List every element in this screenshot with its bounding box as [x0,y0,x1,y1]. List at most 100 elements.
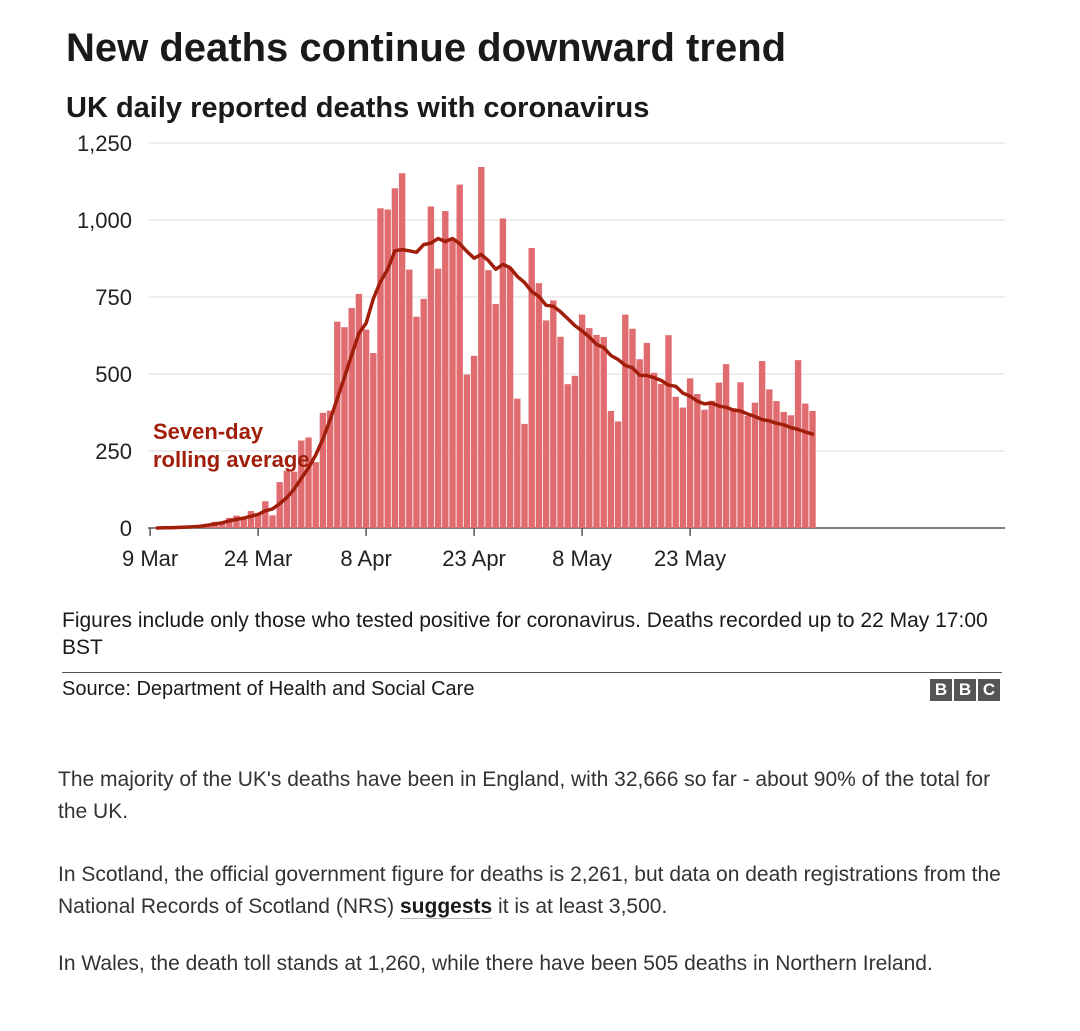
bar [341,327,348,528]
bbc-logo-letter: C [978,679,1000,701]
bar [679,407,687,528]
bar [535,283,543,528]
bar [362,329,370,528]
bar [794,360,802,528]
bar [226,517,233,528]
y-tick-label: 750 [95,285,132,310]
bar [269,515,276,528]
rolling-average-annotation: rolling average [153,447,310,472]
bar [290,471,298,528]
bar [542,320,550,528]
bar [809,410,816,528]
bar [607,410,615,528]
bar [420,298,427,528]
bar [550,300,557,528]
bar [672,396,679,528]
chart-subtitle: UK daily reported deaths with coronaviru… [66,92,650,124]
bar [312,462,319,528]
chart-title: New deaths continue downward trend [66,26,787,70]
bar [650,372,658,528]
bar [564,384,571,528]
rolling-average-annotation: Seven-day [153,419,264,444]
bar [787,415,795,528]
bar [715,382,723,528]
x-tick-label: 24 Mar [224,546,292,571]
bar [413,316,420,528]
bar [636,359,643,528]
bar [334,321,341,528]
bar [456,184,463,528]
deaths-chart: 0 250 500 750 1,000 1,250 9 Mar 24 Mar 8 Apr 23 A… [77,131,1005,571]
rolling-average-line [155,236,815,530]
bar [730,408,737,528]
bar [686,378,694,528]
bar [449,240,456,528]
bar [737,382,744,528]
bar [398,173,406,528]
chart-footnote: Figures include only those who tested po… [62,609,988,659]
bar [326,410,334,528]
bar [434,268,442,528]
article-paragraph-england: The majority of the UK's deaths have bee… [58,768,991,823]
bar [470,355,478,528]
bbc-logo-letter: B [954,679,976,701]
bar [694,394,701,528]
paragraph-text: In Scotland, the official government fig… [58,863,1001,918]
bar [506,268,514,528]
bbc-logo: B B C [930,679,1000,701]
bar [514,398,521,528]
bar [319,412,327,528]
bar [571,375,579,528]
bar [758,361,766,528]
bar [427,206,435,528]
y-tick-label: 500 [95,362,132,387]
bar [600,337,607,528]
bar [744,415,751,528]
x-tick-label: 23 Apr [442,546,506,571]
bar [478,167,485,529]
bar [442,211,449,528]
bar [305,437,312,528]
bar [593,334,600,528]
bar [348,308,355,528]
bar [521,423,528,528]
article-paragraph-scotland: In Scotland, the official government fig… [58,859,1018,923]
bar [773,401,780,528]
x-tick-label: 9 Mar [122,546,178,571]
bar [622,314,629,528]
bar [240,517,247,528]
y-tick-label: 1,250 [77,131,132,156]
x-tick-label: 8 Apr [340,546,391,571]
bar [586,328,593,528]
bar [578,314,586,528]
bar [614,421,622,528]
bar [247,511,255,528]
bar [665,335,672,528]
bar [406,269,413,528]
bar [766,389,773,528]
bar [751,402,759,528]
bar [218,523,226,528]
suggests-link[interactable]: suggests [399,895,493,919]
y-tick-label: 0 [120,516,132,541]
bar [629,328,636,528]
bar [384,209,391,528]
bar [463,374,471,528]
y-tick-label: 1,000 [77,208,132,233]
bar [298,440,305,528]
bar [233,515,240,528]
bar [658,383,665,528]
bar [499,218,507,528]
bar [708,400,715,528]
bar [370,353,377,528]
x-tick-label: 8 May [552,546,612,571]
bar [780,411,787,528]
paragraph-text: it is at least 3,500. [492,895,668,918]
y-tick-label: 250 [95,439,132,464]
bar [528,248,535,528]
bar [492,304,499,528]
bar [722,364,730,528]
bar [391,188,399,528]
bar [355,293,363,528]
bar [557,336,564,528]
